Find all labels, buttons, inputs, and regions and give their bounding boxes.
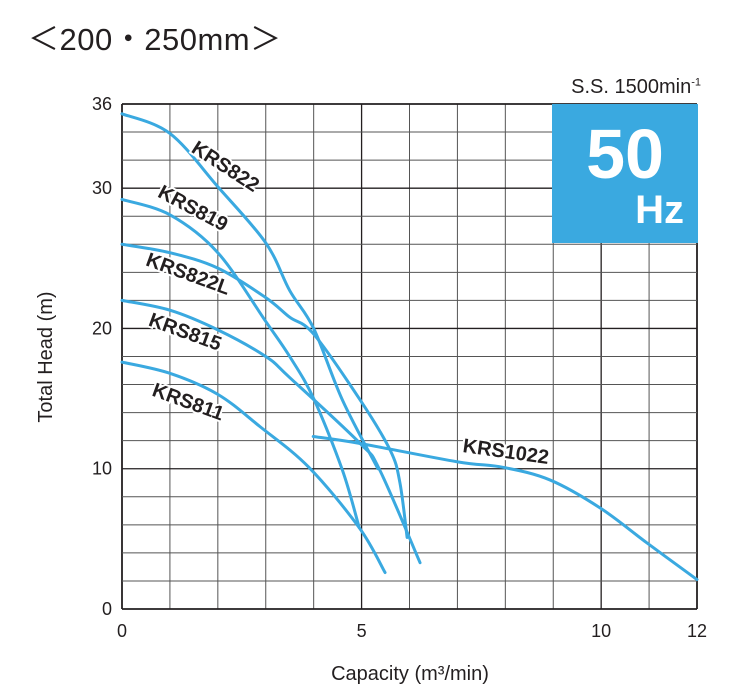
series-line-krs819 — [120, 197, 361, 530]
series-line-krs822l — [120, 242, 409, 539]
y-axis-label: Total Head (m) — [35, 291, 57, 422]
speed-text: S.S. 1500min — [571, 76, 692, 98]
y-tick-label: 0 — [102, 599, 112, 619]
x-tick-label: 5 — [357, 621, 367, 641]
y-tick-label: 20 — [92, 318, 112, 338]
speed-label: S.S. 1500min-1 — [571, 76, 701, 99]
ticks: 0 5 10 12 0 10 20 30 36 — [92, 94, 707, 641]
y-tick-label: 36 — [92, 94, 112, 114]
y-tick-label: 30 — [92, 178, 112, 198]
frequency-badge: 50 Hz — [552, 104, 698, 243]
series-line-krs815 — [120, 298, 422, 565]
x-tick-label: 0 — [117, 621, 127, 641]
series-label: KRS811 — [149, 379, 227, 425]
series-line-krs811 — [120, 360, 387, 575]
series-line-krs1022 — [311, 434, 699, 582]
x-axis-label: Capacity (m³/min) — [331, 663, 489, 685]
y-tick-label: 10 — [92, 459, 112, 479]
speed-superscript: -1 — [691, 76, 701, 89]
chart-title: ＜200・250mm＞ — [28, 22, 282, 57]
x-tick-label: 12 — [687, 621, 707, 641]
x-tick-label: 10 — [591, 621, 611, 641]
series-line-krs822 — [120, 112, 380, 471]
frequency-value: 50 — [586, 115, 664, 193]
curves — [120, 112, 699, 582]
frequency-unit: Hz — [635, 188, 684, 232]
grid — [121, 103, 698, 610]
